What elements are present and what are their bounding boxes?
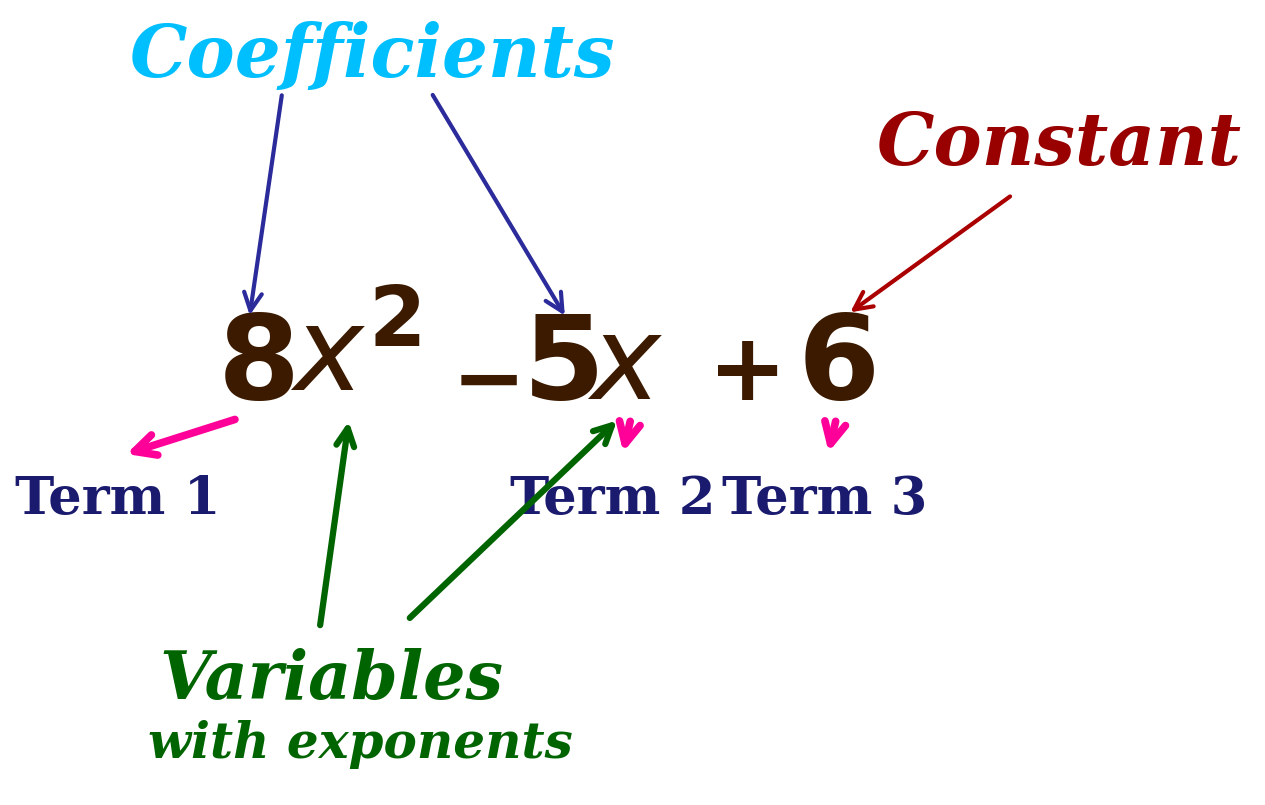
Text: $\mathit{x}$: $\mathit{x}$: [587, 309, 663, 423]
Text: $\mathbf{8}$: $\mathbf{8}$: [216, 309, 293, 423]
Text: with exponents: with exponents: [148, 720, 573, 769]
Text: $\mathit{x}^{\mathbf{2}}$: $\mathit{x}^{\mathbf{2}}$: [290, 301, 420, 415]
Text: $\mathbf{-}$: $\mathbf{-}$: [450, 339, 517, 426]
Text: Term 1: Term 1: [15, 473, 220, 525]
Text: Term 2: Term 2: [511, 473, 716, 525]
Text: $\mathbf{6}$: $\mathbf{6}$: [797, 309, 875, 423]
Text: Term 3: Term 3: [722, 473, 927, 525]
Text: $\mathbf{+}$: $\mathbf{+}$: [707, 329, 778, 419]
Text: Coefficients: Coefficients: [130, 21, 615, 92]
Text: Variables: Variables: [159, 648, 503, 712]
Text: $\mathbf{5}$: $\mathbf{5}$: [522, 309, 598, 423]
Text: Constant: Constant: [877, 109, 1242, 180]
